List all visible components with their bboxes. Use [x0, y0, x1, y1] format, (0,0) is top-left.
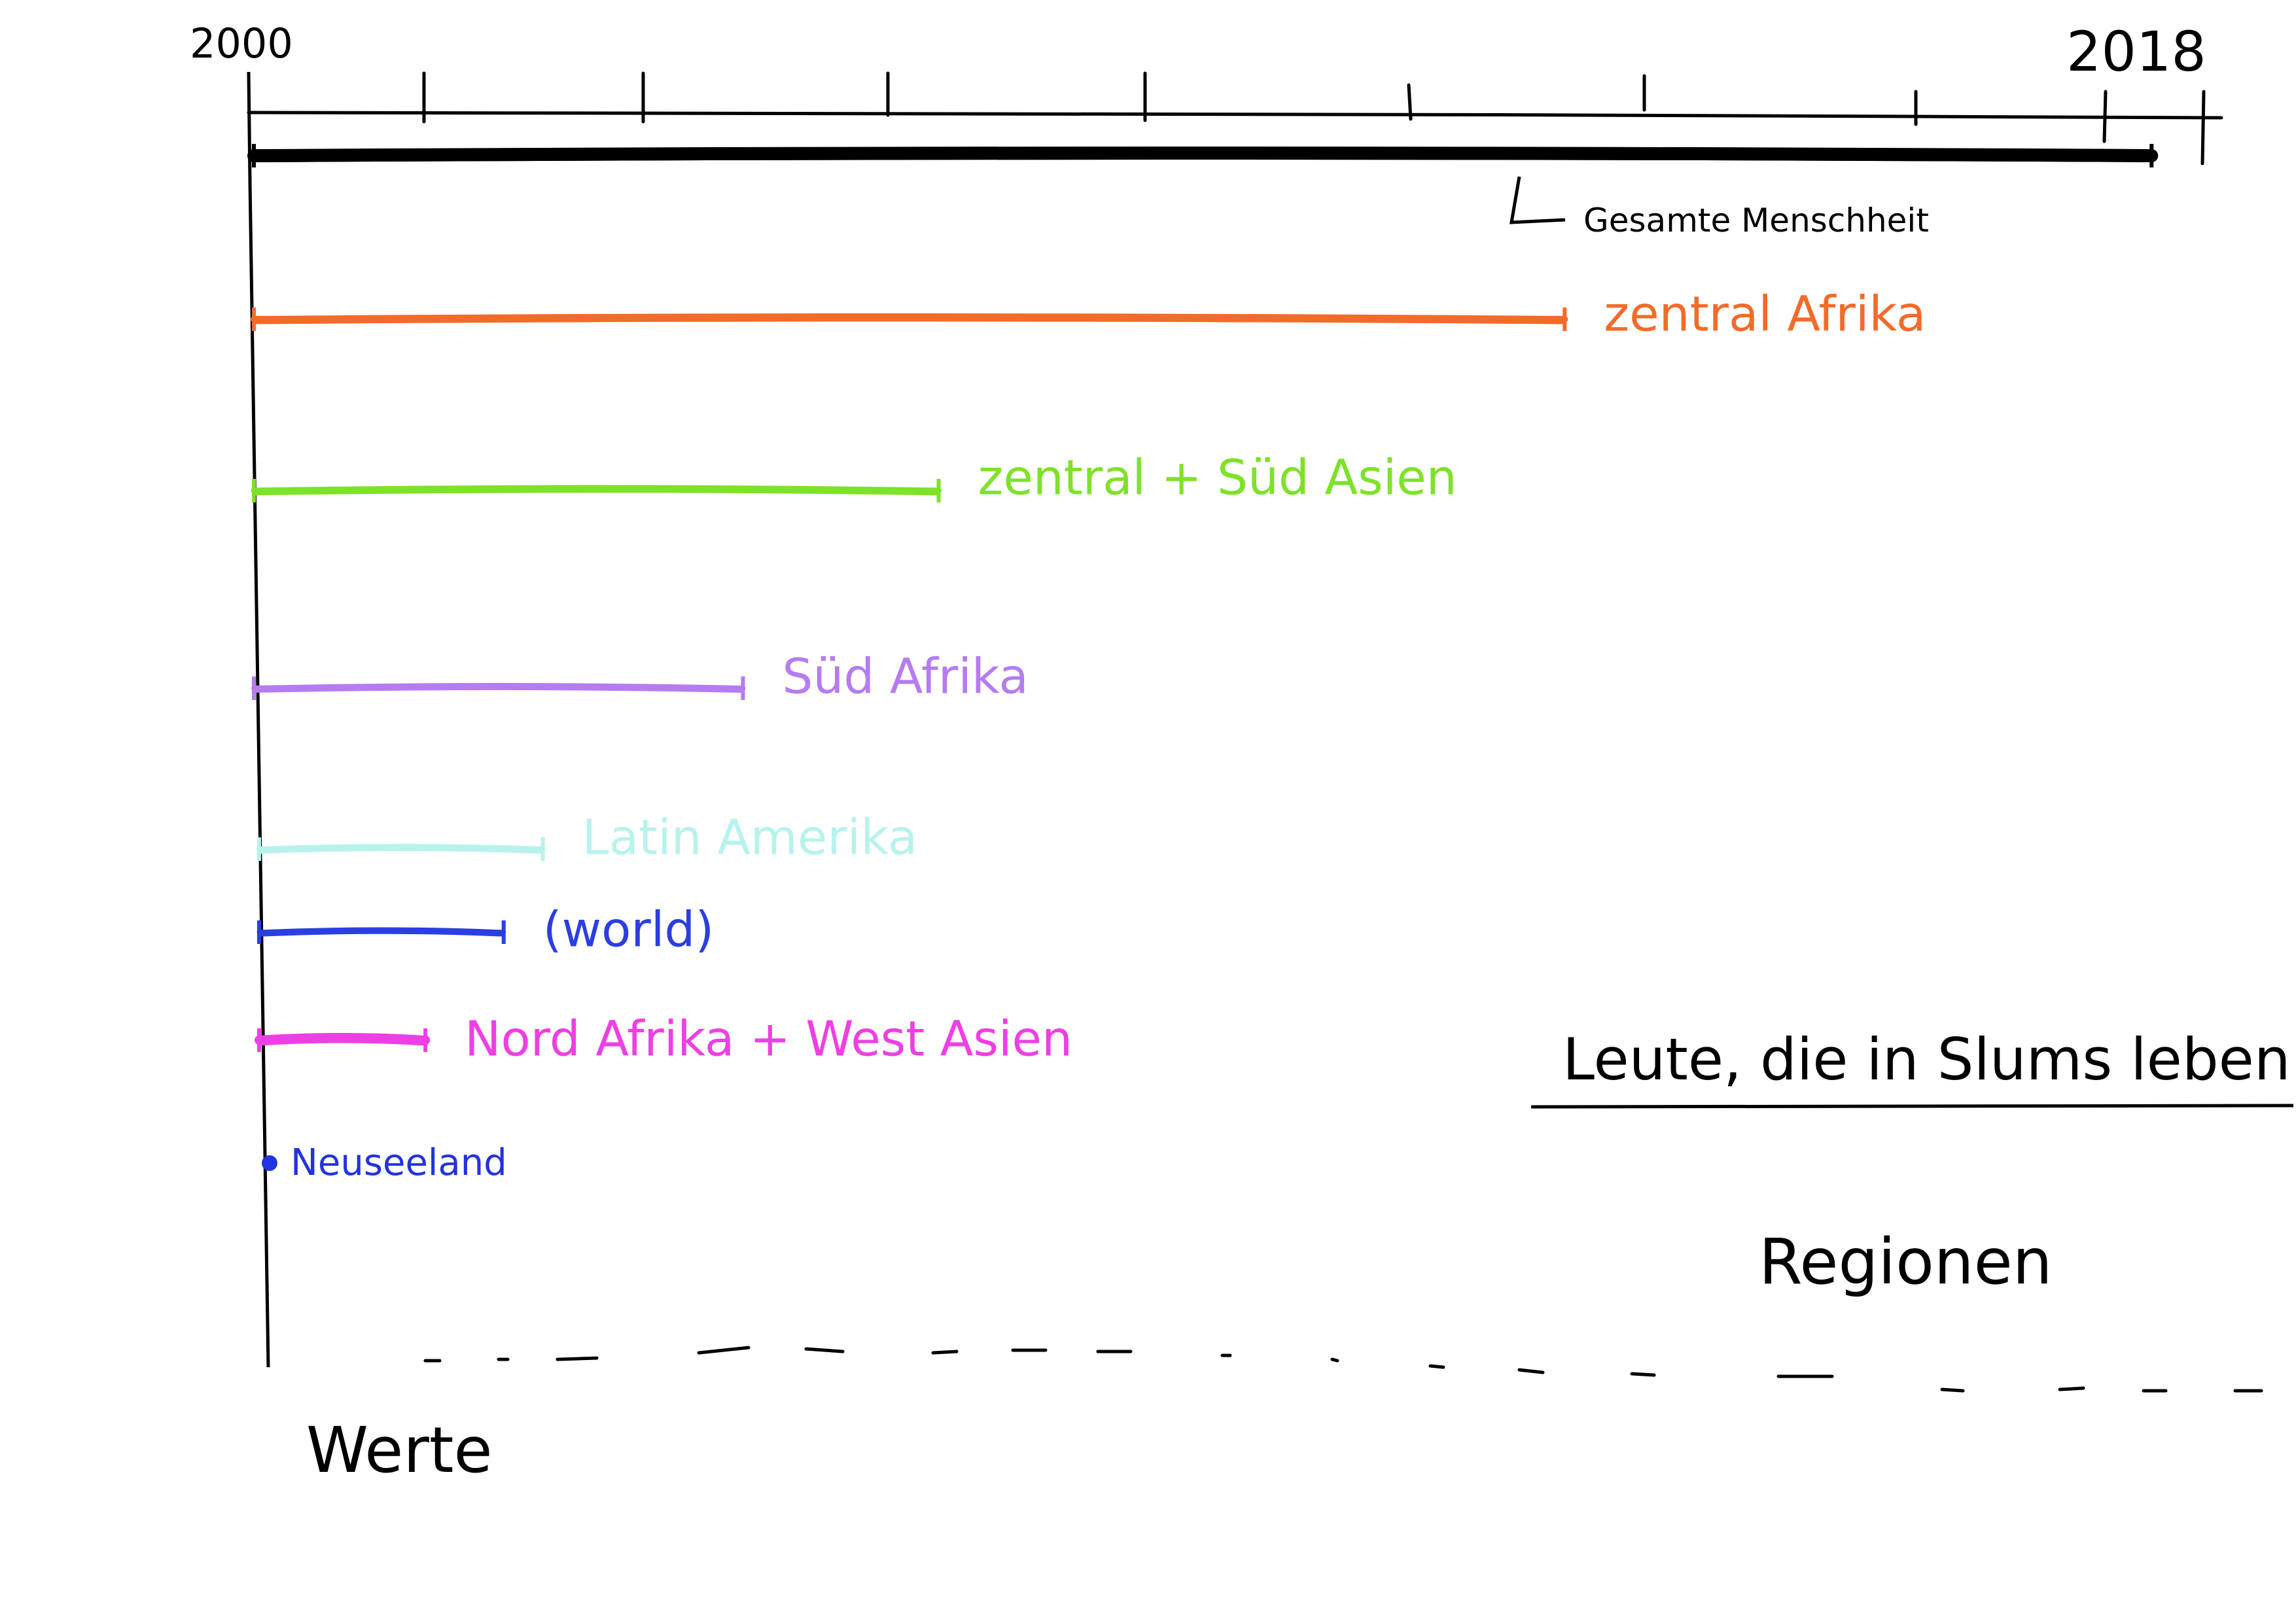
bar-label-nord-afrika: Nord Afrika + West Asien — [465, 1011, 1072, 1068]
axis-end-label: 2018 — [2066, 20, 2206, 84]
dashed-baseline — [423, 1346, 2263, 1393]
bar-zentral-afrika-stroke — [252, 318, 1566, 324]
axis-start-label: 2000 — [190, 20, 293, 67]
bar-sued-afrika — [251, 683, 746, 691]
time-axis — [247, 71, 2223, 166]
bar-zentral-afrika — [251, 313, 1568, 323]
bar-zentral-sued-asien-stroke — [252, 489, 940, 496]
bar-world — [256, 927, 506, 935]
bar-world-stroke — [258, 932, 505, 937]
bar-nord-afrika — [255, 1033, 431, 1045]
bar-latin-amerika — [256, 844, 546, 852]
bar-sued-afrika-stroke — [253, 688, 745, 693]
bar-zentral-sued-asien — [251, 485, 942, 494]
gesamte-bracket — [1510, 176, 1566, 224]
bar-neuseeland — [262, 1155, 277, 1171]
bar-group: Gesamte Menschheit zentral Afrika zentral … — [247, 144, 2159, 1184]
axis-tick — [2200, 90, 2206, 166]
axis-tick — [2102, 90, 2108, 143]
bar-label-gesamte: Gesamte Menschheit — [1583, 201, 1929, 239]
axis-tick — [1407, 83, 1413, 121]
time-axis-line — [247, 111, 2223, 120]
bar-label-zentral-afrika: zentral Afrika — [1604, 287, 1926, 343]
bar-label-world: (world) — [543, 902, 715, 958]
value-axis-label: Werte — [306, 1414, 493, 1487]
bar-label-zentral-sued-asien: zentral + Süd Asien — [978, 450, 1457, 506]
legend-subtitle: Regionen — [1759, 1225, 2053, 1299]
legend-title: Leute, die in Slums leben — [1563, 1026, 2291, 1093]
bar-gesamte-stroke — [251, 153, 2155, 162]
bar-latin-amerika-stroke — [258, 848, 544, 854]
bar-label-latin-amerika: Latin Amerika — [582, 810, 918, 866]
value-axis-line — [247, 71, 270, 1368]
legend-title-underline — [1530, 1104, 2294, 1109]
bar-label-sued-afrika: Süd Afrika — [783, 649, 1029, 705]
bar-nord-afrika-stroke — [256, 1038, 428, 1046]
bar-label-neuseeland: Neuseeland — [291, 1142, 507, 1184]
